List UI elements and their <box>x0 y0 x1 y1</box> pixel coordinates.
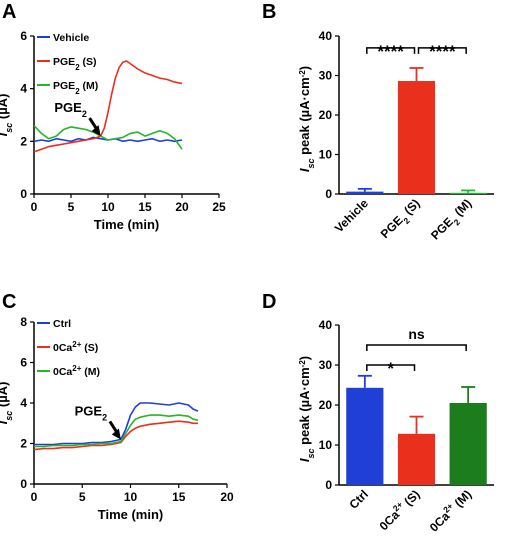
y-tick-label: 6 <box>20 356 27 370</box>
y-axis-label: Isc peak (µA·cm-2) <box>297 66 316 172</box>
x-tick-label: Vehicle <box>332 196 371 235</box>
y-tick-label: 0 <box>325 187 332 201</box>
panel-c: C 0 2 4 6 8 0 5 10 15 20 Time (min) Isc (µA) Ctrl 0Ca… <box>0 291 234 522</box>
bar <box>449 192 487 194</box>
x-tick-label: 15 <box>138 200 152 214</box>
legend-label: 0Ca2+ (S) <box>53 340 98 355</box>
significance-bracket <box>366 344 467 351</box>
x-tick-label: 0Ca2+ (M) <box>425 486 474 535</box>
annotation-arrowhead <box>91 125 101 137</box>
x-tick-label: 10 <box>124 490 138 504</box>
legend-label: 0Ca2+ (M) <box>53 364 100 379</box>
x-axis-label: Time (min) <box>98 507 164 522</box>
bar <box>449 403 487 485</box>
y-tick-label: 20 <box>319 108 333 122</box>
y-tick-label: 6 <box>20 29 27 43</box>
x-tick-label: Ctrl <box>346 487 371 512</box>
significance-bracket <box>417 47 467 54</box>
y-tick-label: 2 <box>20 134 27 148</box>
y-tick-label: 40 <box>319 29 333 43</box>
y-tick-label: 4 <box>20 396 27 410</box>
annotation-label: PGE2 <box>75 403 107 422</box>
x-tick-label: 15 <box>172 490 186 504</box>
legend-label: Vehicle <box>53 32 89 44</box>
panel-label-a: A <box>2 1 16 23</box>
line-chart-c: 0 2 4 6 8 0 5 10 15 20 Time (min) Isc (µA) Ctrl 0Ca2+… <box>0 315 234 522</box>
y-tick-label: 10 <box>319 438 333 452</box>
y-tick-label: 30 <box>319 69 333 83</box>
y-tick-label: 0 <box>20 187 27 201</box>
significance-bracket <box>366 364 416 371</box>
series-line <box>33 420 198 451</box>
panel-label-c: C <box>2 291 16 313</box>
x-tick-label: 0Ca2+ (S) <box>375 486 422 533</box>
bar <box>346 387 384 485</box>
x-tick-label: 0 <box>31 200 38 214</box>
legend-label: PGE2 (M) <box>53 80 98 96</box>
x-tick-label: 10 <box>101 200 115 214</box>
bar <box>346 191 384 194</box>
y-axis-label: Isc (µA) <box>0 382 14 425</box>
annotation-arrowhead <box>111 428 121 440</box>
series-line <box>33 124 183 150</box>
series-line <box>33 60 183 153</box>
y-tick-label: 2 <box>20 437 27 451</box>
y-axis-label: Isc (µA) <box>0 94 14 137</box>
series-line <box>34 414 199 448</box>
annotation-label: PGE2 <box>54 100 86 119</box>
y-tick-label: 0 <box>325 478 332 492</box>
x-tick-label: 0 <box>31 490 38 504</box>
significance-label: * <box>387 359 394 378</box>
significance-label: **** <box>377 42 404 61</box>
y-tick-label: 4 <box>20 82 27 96</box>
panel-label-d: D <box>262 291 276 313</box>
x-tick-label: 5 <box>68 200 75 214</box>
line-chart-a: 0 2 4 6 0 5 10 15 20 25 Time (min) Isc (µA) Vehicle P… <box>0 29 226 232</box>
y-tick-label: 20 <box>319 398 333 412</box>
legend-label: PGE2 (S) <box>53 56 97 72</box>
bar <box>397 81 436 194</box>
x-tick-label: 20 <box>175 200 189 214</box>
significance-bracket <box>366 47 416 54</box>
y-tick-label: 10 <box>319 148 333 162</box>
series-line <box>34 402 199 446</box>
bar <box>397 433 436 485</box>
x-tick-label: 5 <box>79 490 86 504</box>
y-tick-label: 8 <box>20 315 27 329</box>
significance-label: ns <box>408 326 425 342</box>
y-tick-label: 30 <box>319 358 333 372</box>
x-axis-label: Time (min) <box>94 217 160 232</box>
y-tick-label: 0 <box>20 477 27 491</box>
y-tick-label: 40 <box>319 318 333 332</box>
x-tick-label: PGE2 (M) <box>428 196 477 245</box>
x-tick-label: 20 <box>220 490 234 504</box>
x-tick-label: 25 <box>212 200 226 214</box>
significance-label: **** <box>429 42 456 61</box>
y-axis-label: Isc peak (µA·cm-2) <box>297 356 316 462</box>
panel-label-b: B <box>262 1 276 23</box>
panel-a: A 0 2 4 6 0 5 10 15 20 25 Time (min) Isc (µA) Vehicl… <box>0 1 226 232</box>
legend-label: Ctrl <box>53 318 71 330</box>
x-tick-label: PGE2 (S) <box>378 196 426 244</box>
